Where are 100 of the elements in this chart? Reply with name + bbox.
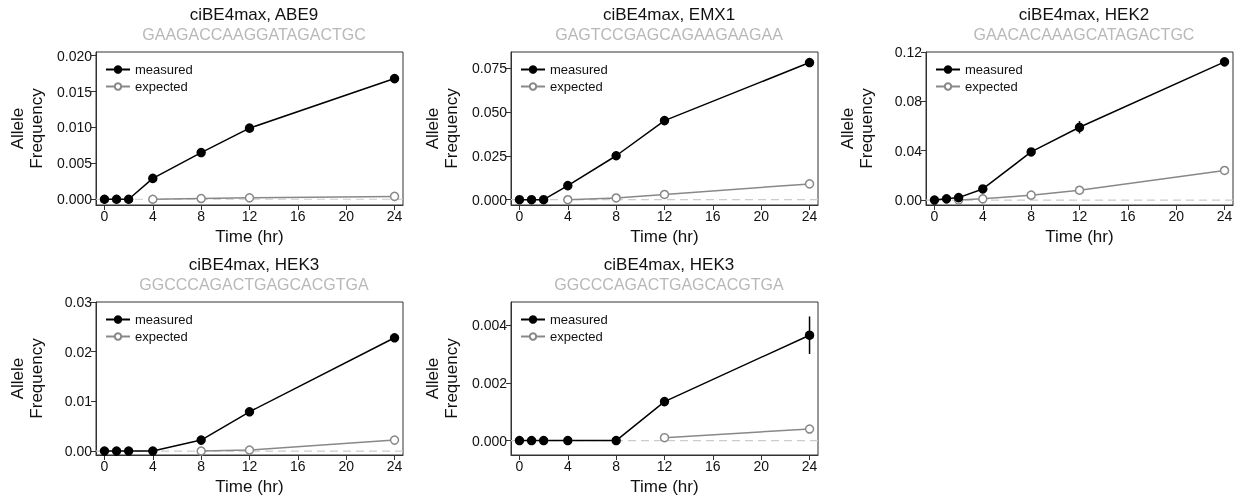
x-tick-label: 12: [656, 208, 673, 224]
point: [389, 191, 400, 202]
y-tick-label: 0.010: [56, 119, 93, 136]
point: [659, 115, 670, 126]
legend-label: expected: [135, 79, 188, 94]
legend-label: measured: [550, 312, 608, 327]
chart-title: ciBE4max, HEK3: [188, 255, 320, 274]
x-tick-label: 8: [612, 458, 621, 474]
x-axis-title: Time (hr): [630, 476, 699, 496]
point: [659, 396, 670, 407]
y-tick-label: 0.02: [64, 343, 93, 360]
y-tick-label: 0.000: [56, 191, 93, 208]
chart-title: ciBE4max, HEK2: [1018, 5, 1150, 24]
point: [611, 435, 621, 446]
x-tick-label: 8: [1027, 208, 1036, 224]
point: [111, 194, 122, 204]
point: [538, 194, 549, 205]
x-tick-label: 24: [1216, 208, 1233, 224]
y-tick-label: 0.12: [894, 44, 923, 60]
point: [389, 333, 400, 343]
x-tick-label: 0: [100, 458, 109, 474]
y-tick-label: 0.000: [471, 191, 508, 208]
point: [538, 435, 549, 446]
point: [389, 435, 400, 445]
legend-label: expected: [135, 329, 188, 344]
x-tick-label: 12: [1071, 208, 1088, 224]
x-tick-label: 20: [338, 208, 355, 224]
x-axis-title: Time (hr): [215, 476, 284, 496]
point: [514, 435, 525, 446]
point: [804, 179, 815, 189]
x-tick-label: 0: [100, 208, 109, 224]
x-axis-title: Time (hr): [215, 226, 284, 246]
x-axis-title: Time (hr): [630, 226, 699, 246]
x-tick-label: 12: [241, 208, 258, 224]
point: [659, 189, 670, 200]
y-tick-label: 0.01: [64, 393, 93, 410]
x-tick-label: 0: [930, 208, 939, 224]
y-tick-label: 0.08: [894, 93, 923, 110]
x-tick-label: 4: [563, 208, 572, 224]
chart-title: ciBE4max, ABE9: [189, 5, 319, 24]
point: [196, 193, 206, 204]
point: [978, 194, 988, 204]
y-tick-label: 0.00: [894, 192, 923, 209]
y-tick-label: 0.005: [56, 155, 93, 172]
y-axis-title: Allele Frequency: [8, 87, 46, 169]
x-tick-label: 24: [801, 208, 818, 224]
point: [514, 194, 525, 205]
point: [148, 194, 158, 204]
point: [389, 73, 400, 84]
x-tick-label: 0: [515, 208, 524, 224]
point: [244, 123, 255, 133]
point: [148, 173, 158, 184]
x-tick-label: 16: [290, 458, 306, 474]
y-tick-label: 0.002: [471, 374, 508, 391]
point: [123, 446, 134, 456]
point: [526, 194, 537, 205]
x-tick-label: 8: [197, 208, 206, 224]
chart-title: ciBE4max, HEK3: [603, 255, 735, 274]
y-tick-label: 0.025: [471, 147, 508, 164]
y-axis-title: Allele Frequency: [423, 87, 461, 169]
x-tick-label: 0: [515, 458, 524, 474]
point: [123, 194, 134, 204]
y-tick-label: 0.015: [56, 83, 93, 100]
y-tick-label: 0.004: [471, 317, 508, 334]
y-tick-label: 0.00: [64, 443, 93, 460]
point: [1074, 185, 1085, 195]
x-tick-label: 12: [241, 458, 258, 474]
point: [563, 194, 573, 205]
x-tick-label: 16: [290, 208, 306, 224]
point: [1219, 165, 1230, 176]
point: [1026, 190, 1036, 200]
x-tick-label: 20: [338, 458, 355, 474]
y-axis-title: Allele Frequency: [423, 337, 461, 419]
x-tick-label: 4: [148, 458, 157, 474]
point: [929, 195, 940, 205]
point: [659, 432, 670, 443]
point: [244, 445, 255, 455]
y-tick-label: 0.03: [64, 294, 93, 310]
chart-title: ciBE4max, EMX1: [602, 5, 736, 24]
y-axis-title: Allele Frequency: [8, 337, 46, 419]
x-tick-label: 16: [705, 458, 721, 474]
point: [99, 446, 110, 456]
x-tick-label: 8: [197, 458, 206, 474]
x-tick-label: 24: [386, 208, 403, 224]
point: [244, 193, 255, 203]
point: [111, 446, 122, 456]
point: [978, 184, 988, 194]
legend-label: expected: [550, 329, 603, 344]
point: [244, 407, 255, 417]
chart-subtitle: GGCCCAGACTGAGCACGTGA: [139, 275, 369, 293]
chart-subtitle: GAACACAAAGCATAGACTGC: [973, 25, 1195, 43]
x-tick-label: 20: [753, 458, 770, 474]
chart-subtitle: GGCCCAGACTGAGCACGTGA: [554, 275, 784, 293]
chart-subtitle: GAGTCCGAGCAGAAGAAGAA: [555, 25, 784, 43]
y-tick-label: 0.075: [471, 59, 508, 76]
point: [99, 194, 110, 204]
legend-label: measured: [135, 312, 193, 327]
x-tick-label: 16: [705, 208, 721, 224]
point: [196, 435, 206, 445]
legend-label: measured: [550, 62, 608, 77]
